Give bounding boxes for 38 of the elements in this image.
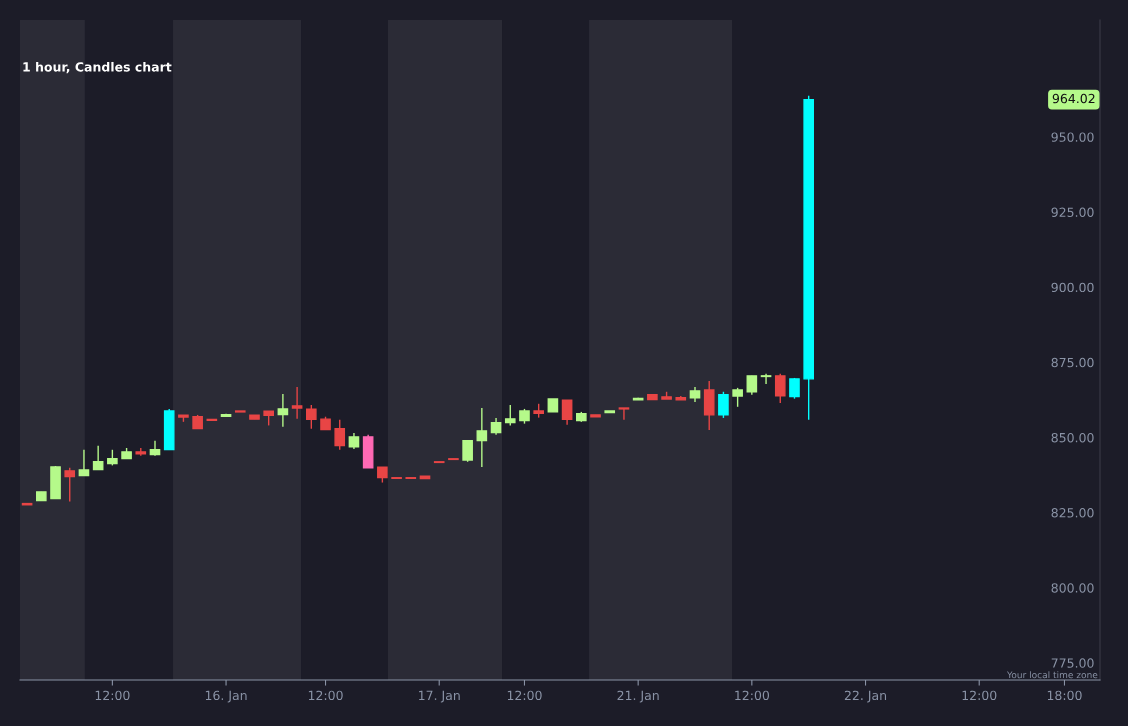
candlestick <box>78 449 90 477</box>
x-tick-label: 12:00 <box>308 690 343 701</box>
candlestick <box>64 467 76 503</box>
x-tick-label: 17. Jan <box>419 690 460 703</box>
annotation: 964.02 <box>1052 93 1095 104</box>
y-tick-label: 850.00 <box>1051 432 1094 443</box>
candlestick <box>334 419 346 451</box>
x-tick-label: 12:00 <box>507 690 542 701</box>
y-tick-label: 950.00 <box>1051 132 1094 142</box>
candlestick <box>306 404 317 430</box>
candlestick <box>774 373 786 404</box>
candlestick <box>476 407 488 468</box>
x-tick-label: 12:00 <box>95 690 130 701</box>
y-tick-label: 775.00 <box>1051 658 1094 668</box>
text: 1 hour, Candles chart <box>23 61 172 74</box>
candlestick <box>504 404 516 427</box>
candlestick <box>760 373 772 385</box>
x-tick-label: 12:00 <box>735 690 770 701</box>
x-tick-label: 16. Jan <box>205 690 247 703</box>
candlestick <box>561 399 573 426</box>
candlestick <box>92 445 104 471</box>
candlestick <box>746 375 758 396</box>
y-tick-label: 925.00 <box>1051 207 1094 217</box>
y-tick-label: 800.00 <box>1051 583 1094 593</box>
y-tick-label: 900.00 <box>1051 282 1094 293</box>
candlestick <box>291 386 303 420</box>
x-tick-label: 21. Jan <box>617 690 659 703</box>
x-tick-label: 18:00 <box>1047 690 1082 701</box>
annotation: Your local time zone <box>1006 671 1098 679</box>
candlestick <box>618 407 630 421</box>
x-tick-label: 12:00 <box>962 690 997 701</box>
y-tick-label: 825.00 <box>1051 508 1094 518</box>
y-tick-label: 875.00 <box>1051 357 1094 368</box>
x-tick-label: 22. Jan <box>844 690 887 703</box>
candlestick <box>277 393 289 428</box>
candlestick <box>462 440 473 463</box>
candlestick <box>732 387 743 408</box>
candlestick <box>718 391 729 419</box>
